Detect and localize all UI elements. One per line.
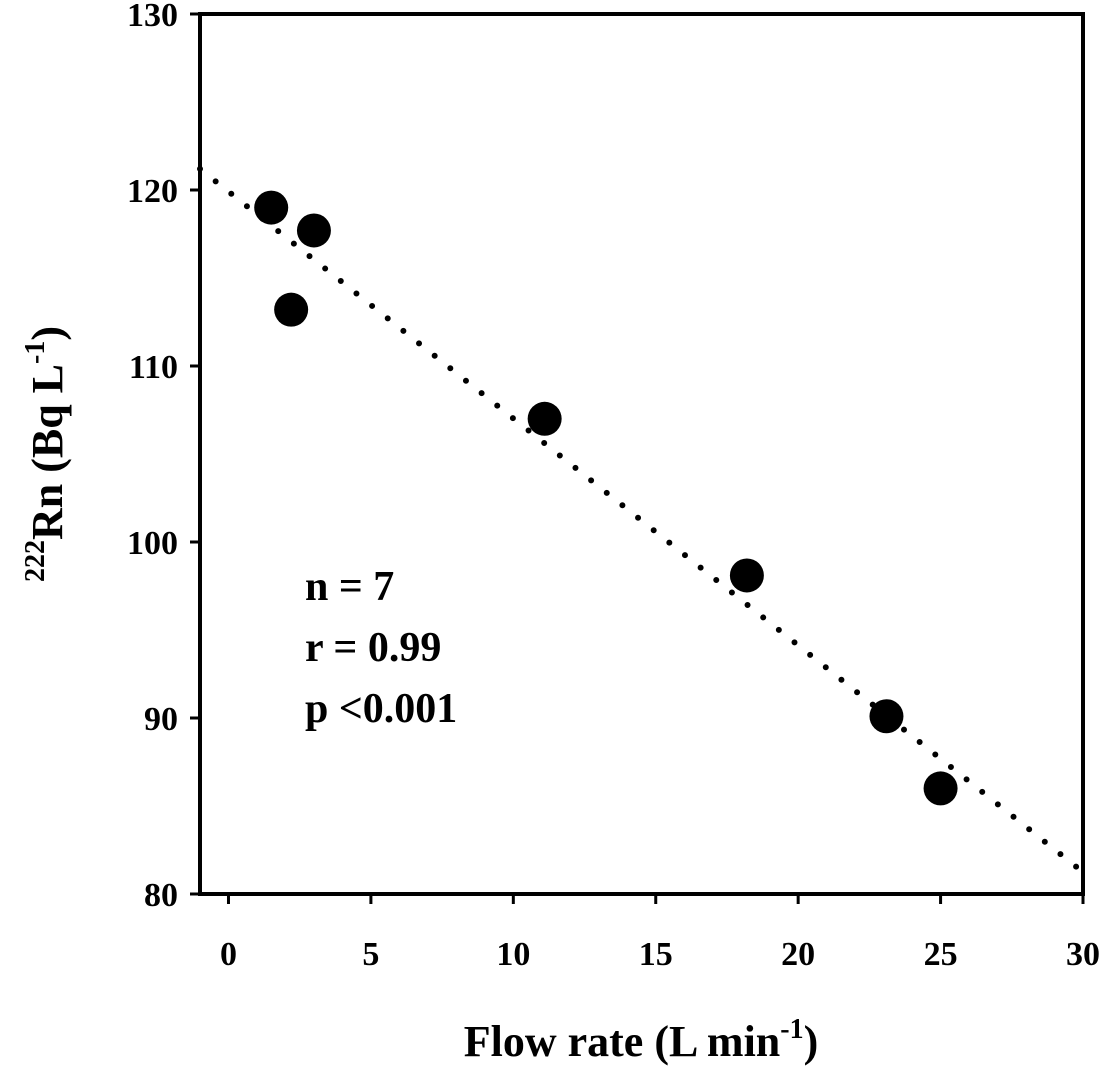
data-point [869, 699, 904, 734]
y-axis-ticks: 80 90 100 110 120 130 [127, 0, 200, 914]
y-tick-label: 130 [127, 0, 178, 34]
x-axis-title: Flow rate (L min-1) [464, 1014, 819, 1066]
y-axis-title: 222Rn (Bq L-1) [20, 326, 72, 582]
statistics-annotation: n = 7 r = 0.99 p <0.001 [305, 564, 457, 732]
x-tick-label: 25 [924, 936, 958, 973]
x-tick-label: 10 [496, 936, 530, 973]
y-axis-title-sup: -1 [20, 341, 51, 364]
y-axis-title-main: Rn (Bq L [23, 364, 72, 540]
plot-frame [198, 12, 1085, 896]
data-point [254, 190, 289, 225]
x-axis-title-sup: -1 [780, 1014, 803, 1045]
x-axis-ticks: 0 5 10 15 20 25 30 [220, 894, 1100, 973]
y-tick-label: 100 [127, 525, 178, 562]
y-tick-label: 80 [144, 877, 178, 914]
trendline [197, 165, 1081, 871]
stat-n: n = 7 [305, 564, 394, 610]
stat-p: p <0.001 [305, 686, 457, 732]
x-axis-title-close: ) [804, 1017, 819, 1066]
data-point [527, 401, 562, 436]
x-tick-label: 15 [639, 936, 673, 973]
data-points [254, 190, 958, 806]
x-tick-label: 5 [362, 936, 379, 973]
y-axis-title-close: ) [23, 326, 72, 341]
data-point [296, 213, 331, 248]
x-axis-title-main: Flow rate (L min [464, 1017, 781, 1066]
data-point [729, 558, 764, 593]
trendline-dotted [197, 165, 1081, 871]
y-tick-label: 90 [144, 701, 178, 738]
data-point [923, 771, 958, 806]
data-point [274, 292, 309, 327]
y-tick-label: 110 [129, 349, 178, 386]
x-tick-label: 30 [1066, 936, 1100, 973]
y-axis-title-sup-pre: 222 [20, 540, 51, 582]
y-tick-label: 120 [127, 173, 178, 210]
x-tick-label: 0 [220, 936, 237, 973]
stat-r: r = 0.99 [305, 625, 441, 671]
x-tick-label: 20 [781, 936, 815, 973]
